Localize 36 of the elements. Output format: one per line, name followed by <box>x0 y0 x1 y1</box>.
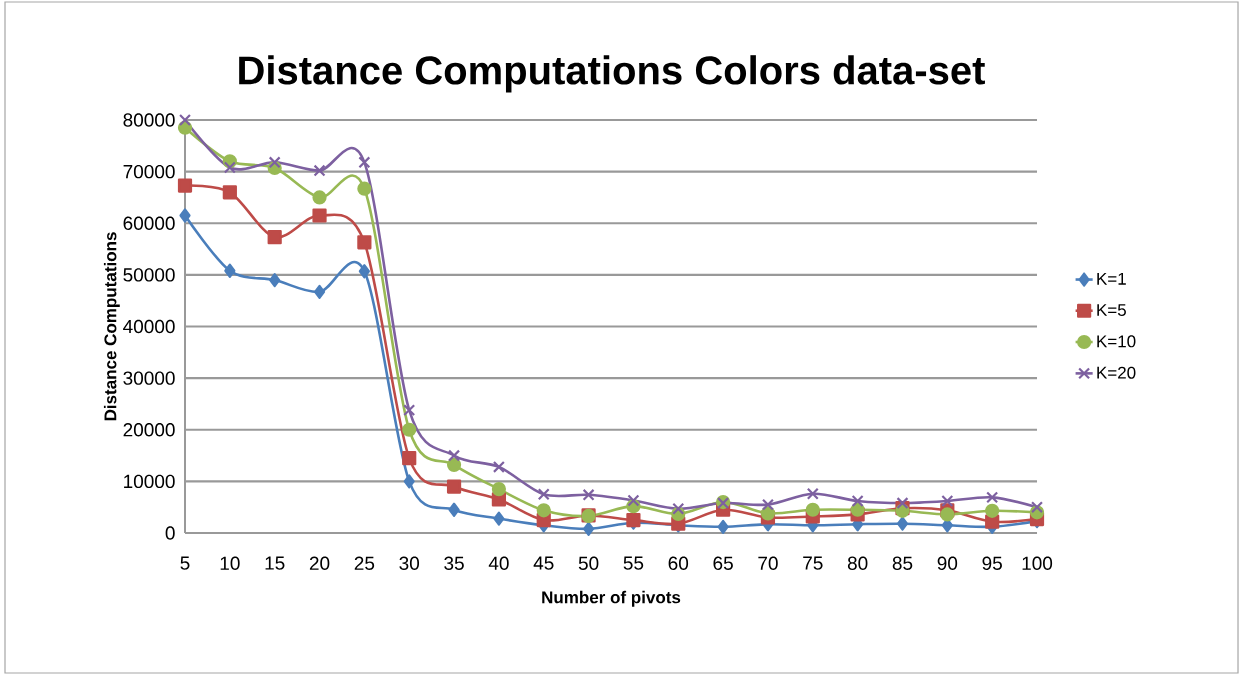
y-tick-label: 30000 <box>123 371 175 385</box>
x-tick-label: 10 <box>220 556 240 570</box>
x-tick-label: 55 <box>623 556 644 570</box>
x-tick-label: 60 <box>668 556 689 570</box>
y-tick-label: 0 <box>165 526 175 540</box>
y-tick-label: 10000 <box>124 474 175 489</box>
x-tick-label: 50 <box>578 556 599 570</box>
x-tick-label: 80 <box>847 556 868 570</box>
x-tick-label: 85 <box>892 556 913 570</box>
legend-label: K=10 <box>1097 335 1136 348</box>
x-tick-label: 95 <box>982 556 1002 570</box>
x-tick-label: 20 <box>309 556 330 570</box>
x-tick-label: 70 <box>758 556 778 570</box>
chart-title: Distance Computations Colors data-set <box>239 55 985 93</box>
x-tick-label: 15 <box>265 556 285 570</box>
x-tick-label: 90 <box>937 556 958 570</box>
legend-label: K=20 <box>1097 366 1136 379</box>
y-tick-label: 20000 <box>123 423 175 437</box>
x-tick-label: 5 <box>180 556 190 570</box>
y-axis-title: Distance Computations <box>103 232 120 421</box>
x-axis-title: Number of pivots <box>542 590 681 607</box>
x-tick-label: 25 <box>354 556 375 570</box>
legend-label: K=5 <box>1097 304 1126 316</box>
x-tick-label: 45 <box>533 556 554 570</box>
y-tick-label: 80000 <box>123 113 175 127</box>
legend-label: K=1 <box>1097 272 1126 285</box>
x-tick-label: 30 <box>399 556 420 570</box>
x-tick-label: 35 <box>444 556 464 570</box>
y-tick-label: 60000 <box>123 216 175 230</box>
y-tick-label: 50000 <box>123 268 175 282</box>
x-tick-label: 65 <box>713 556 733 570</box>
x-tick-label: 40 <box>488 556 509 570</box>
y-tick-label: 70000 <box>123 164 175 179</box>
x-tick-label: 75 <box>803 556 823 570</box>
x-tick-label: 100 <box>1022 556 1053 570</box>
y-tick-label: 40000 <box>123 319 175 334</box>
